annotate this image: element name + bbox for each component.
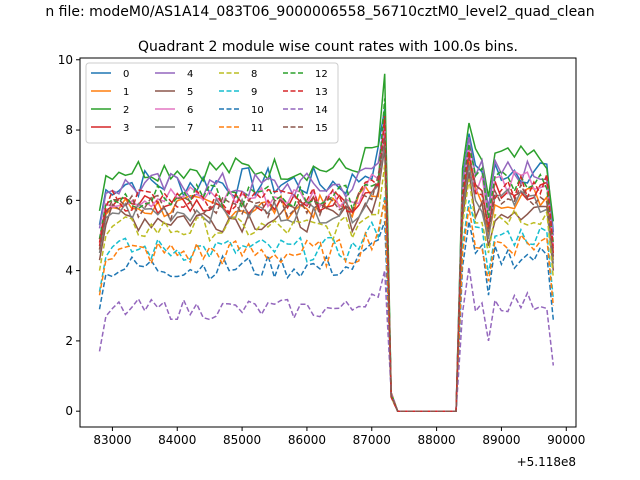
y-tick-label: 6 [65,193,73,207]
legend-label-0: 0 [123,69,129,80]
x-tick-label: 84000 [158,433,196,447]
x-tick-label: 83000 [93,433,131,447]
series-line-8 [98,165,555,412]
legend-label-4: 4 [187,69,193,80]
series-line-15 [98,136,555,412]
legend-label-6: 6 [187,105,193,116]
y-tick-label: 2 [65,334,73,348]
legend-label-5: 5 [187,87,193,98]
y-axis: 0 2 4 6 8 10 [58,53,80,418]
legend-label-11: 11 [251,123,264,134]
legend-label-3: 3 [123,123,129,134]
series-line-2 [98,73,555,412]
legend-label-1: 1 [123,87,129,98]
legend-label-15: 15 [315,123,328,134]
x-tick-label: 86000 [288,433,326,447]
y-tick-label: 4 [65,264,73,278]
y-tick-label: 0 [65,404,73,418]
legend-label-13: 13 [315,87,328,98]
series-line-14 [98,266,555,412]
series-line-0 [98,108,555,412]
legend-label-10: 10 [251,105,264,116]
x-tick-label: 87000 [353,433,391,447]
series-line-7 [98,143,555,412]
y-tick-label: 10 [58,53,73,67]
x-tick-label: 88000 [418,433,456,447]
x-axis: 83000 84000 85000 86000 87000 88000 89000 90000 [93,427,585,447]
figure-suptitle: n file: modeM0/AS1A14_083T06_9000006558_… [45,4,594,20]
legend-box [85,62,339,144]
x-tick-label: 89000 [482,433,520,447]
chart-title: Quadrant 2 module wise count rates with … [138,39,518,55]
legend-label-14: 14 [315,105,328,116]
legend-label-7: 7 [187,123,193,134]
series-line-11 [98,200,555,412]
series-line-9 [98,196,555,412]
x-tick-label: 90000 [547,433,585,447]
legend-label-12: 12 [315,69,328,80]
x-tick-label: 85000 [223,433,261,447]
legend-label-9: 9 [251,87,257,98]
legend-label-2: 2 [123,105,129,116]
series-line-12 [98,98,555,412]
plot-lines [98,73,555,412]
x-axis-offset-label: +5.118e8 [517,455,576,469]
legend-label-8: 8 [251,69,257,80]
axes-frame [79,57,577,428]
series-line-4 [98,122,555,412]
series-line-10 [98,221,555,412]
y-tick-label: 8 [65,123,73,137]
series-line-5 [98,147,555,412]
